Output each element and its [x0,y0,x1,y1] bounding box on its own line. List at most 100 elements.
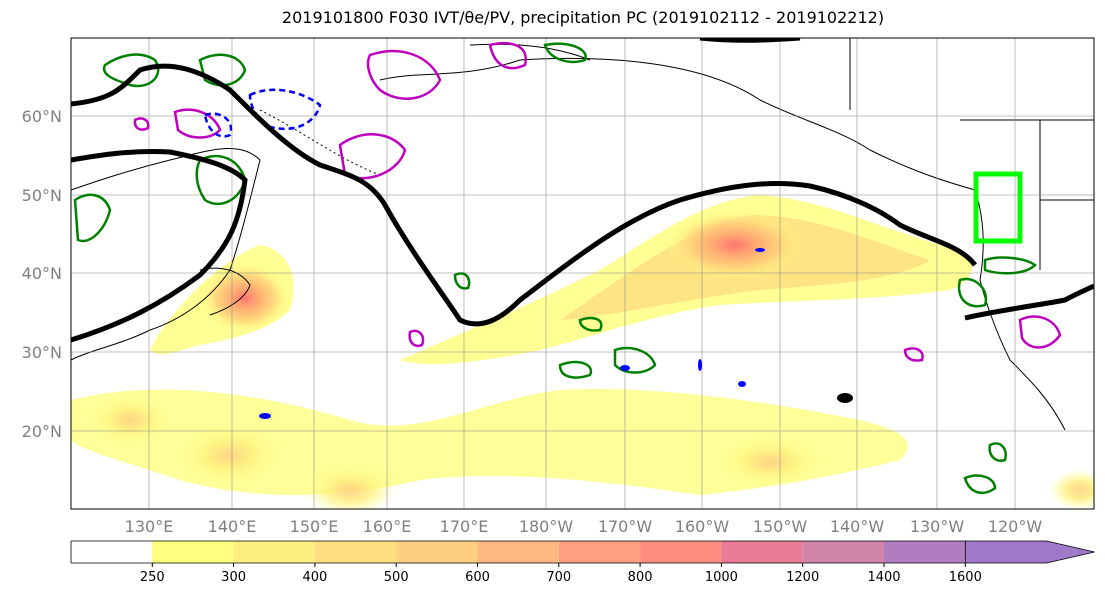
colorbar-segment [314,541,397,563]
pv-contour [488,41,527,70]
precip-tropical-max-3 [90,395,170,445]
precip-max-japan [200,263,290,333]
theta-e-contour [73,193,112,243]
colorbar-segment [71,541,153,563]
political-borders [849,38,1094,270]
pv-contour [173,108,222,139]
precip-tropical-max-1 [180,425,280,485]
lon-label: 130°W [910,517,965,536]
lon-label: 140°E [208,517,257,536]
pv-negative-contour [248,88,322,131]
colorbar-extend-segment [964,540,1095,564]
gridlines [71,38,1094,509]
lat-label: 50°N [22,186,62,205]
lon-label: 160°W [675,517,730,536]
lat-axis-labels: 60°N 50°N 40°N 30°N 20°N [22,107,62,441]
precip-max-northpacific [665,210,805,280]
coastline-arctic [469,43,591,61]
precip-tropical-max-5 [1050,470,1094,509]
coastline-japan [199,267,251,316]
lon-label: 130°E [125,517,174,536]
map-layers [71,38,1094,509]
theta-e-contour [543,42,587,64]
blue-features [259,248,765,419]
theta-e-contour [983,256,1037,275]
colorbar-tick-label: 300 [221,570,246,585]
colorbar-segment [640,541,722,563]
ivt-contour-top [699,38,801,43]
theta-e-contours [73,42,1037,495]
lat-label: 40°N [22,264,62,283]
pv-negative-contours [203,88,322,138]
coastline-asia [71,148,261,361]
pv-contour [1018,315,1062,349]
colorbar-segment [477,541,559,563]
ivt-contour-east [964,283,1094,321]
lon-label: 150°E [290,517,339,536]
lat-label: 20°N [22,422,62,441]
lon-label: 120°W [988,517,1043,536]
pv-contour [408,329,425,347]
colorbar: 250 300 400 500 600 700 800 1000 1200 1400 1600 [70,540,1095,585]
lon-label: 140°W [830,517,885,536]
pv-contour [903,347,924,362]
precip-tropical-max-4 [720,437,820,487]
colorbar-tick-label: 700 [546,570,571,585]
blue-feature [755,248,765,252]
black-feature [837,393,853,403]
precipitation-shading [71,195,1094,509]
theta-e-contour [102,53,160,88]
colorbar-segment [721,541,803,563]
theta-e-contour [957,277,988,308]
theta-e-contour [198,53,247,87]
theta-e-contour [578,316,603,332]
blue-feature [259,413,271,419]
colorbar-segment [152,541,234,563]
pv-contour [366,50,442,100]
colorbar-tick-label: 800 [628,570,653,585]
coastline-north-america [379,57,1066,431]
colorbar-tick-label: 600 [465,570,490,585]
colorbar-frame [70,540,966,564]
blue-feature [620,365,630,371]
pv-contours [133,41,1062,362]
colorbar-segment [233,541,315,563]
colorbar-segment [396,541,478,563]
blue-feature [738,381,746,387]
theta-e-contour [195,154,247,206]
ivt-contour-west [71,149,248,343]
target-region-box [973,171,1023,244]
lon-label: 160°E [363,517,412,536]
lat-label: 30°N [22,343,62,362]
lon-label: 150°W [753,517,808,536]
theta-e-contour [453,272,471,290]
coastlines [71,38,1094,431]
lon-axis-labels: 130°E 140°E 150°E 160°E 170°E 180°W 170°… [125,517,1043,536]
colorbar-segment [884,541,966,563]
theta-e-contour [963,474,997,495]
colorbar-tick-label: 1200 [786,570,819,585]
lon-label: 170°W [598,517,653,536]
colorbar-tick-label: 250 [140,570,165,585]
blue-feature [698,359,702,371]
title-area: 2019101800 F030 IVT/θe/PV, precipitation… [0,0,1105,30]
lat-label: 60°N [22,107,62,126]
colorbar-segment [802,541,884,563]
colorbar-tick-label: 400 [302,570,327,585]
coastline-aleutians [259,109,381,176]
colorbar-tick-label: 1000 [705,570,738,585]
precip-tropical-max-2 [305,465,395,509]
colorbar-tick-label: 500 [384,570,409,585]
colorbar-tick-label: 1400 [867,570,900,585]
map-frame [70,37,1095,510]
ivt-contour-north [71,63,977,327]
precip-tropical-band [71,389,908,495]
lon-label: 180°W [519,517,574,536]
pv-negative-contour [203,112,233,138]
colorbar-segment [558,541,641,563]
pv-contour [133,117,150,131]
ivt-contours [71,38,1094,343]
figure-title: 2019101800 F030 IVT/θe/PV, precipitation… [281,8,885,27]
theta-e-contour [558,360,593,379]
